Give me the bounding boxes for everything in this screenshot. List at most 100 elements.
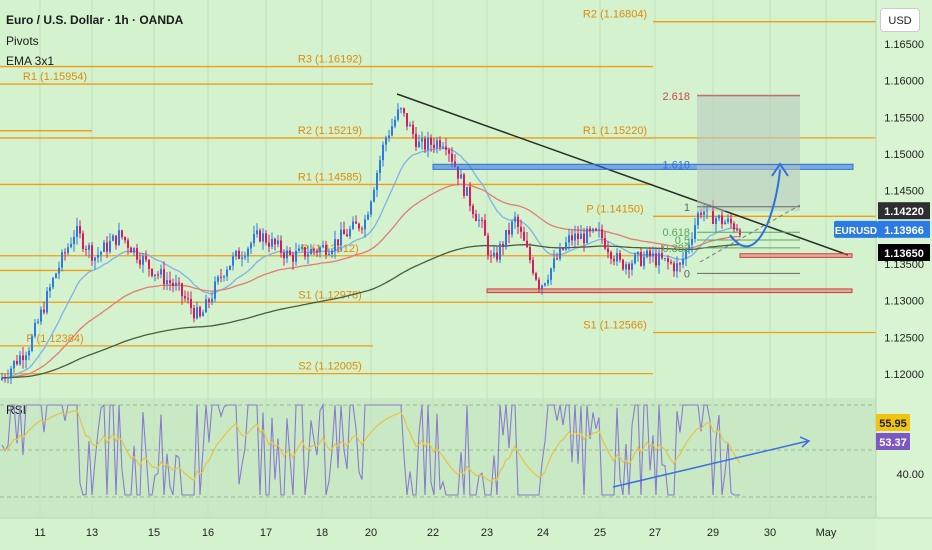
candle-body (184, 296, 186, 299)
candle-body (202, 312, 204, 317)
candle-body (712, 206, 714, 224)
candle-body (595, 228, 597, 231)
rsi-line (1, 402, 740, 496)
time-tick-6: 20 (365, 527, 377, 539)
fib-label-6: 0 (684, 268, 690, 280)
candle-body (121, 230, 123, 237)
candle-body (187, 298, 189, 300)
axis-bg (876, 0, 932, 550)
candle-body (112, 235, 114, 241)
candle-body (667, 258, 669, 262)
indicator-ema-label[interactable]: EMA 3x1 (6, 54, 55, 68)
candle-body (457, 166, 459, 179)
indicator-pivots-label[interactable]: Pivots (6, 34, 39, 48)
candle-body (118, 230, 120, 245)
candle-body (163, 269, 165, 285)
candle-body (289, 250, 291, 255)
fib-label-1: 1.618 (662, 160, 690, 172)
candle-body (616, 253, 618, 262)
candle-body (373, 189, 375, 202)
candle-body (448, 149, 450, 154)
candle-body (196, 307, 198, 319)
candle-body (475, 214, 477, 221)
candle-body (463, 174, 465, 196)
time-tick-13: 30 (764, 527, 776, 539)
candle-body (682, 258, 684, 265)
candle-body (334, 239, 336, 251)
candle-body (364, 219, 366, 230)
candle-body (13, 360, 15, 369)
candle-body (124, 236, 126, 241)
candle-body (613, 258, 615, 262)
ema-slow-line (2, 243, 741, 379)
candle-body (583, 233, 585, 244)
time-tick-3: 16 (202, 527, 214, 539)
candle-body (58, 267, 60, 274)
rsi-value-tag-bg-1 (876, 433, 910, 450)
candle-body (568, 235, 570, 243)
candle-body (532, 260, 534, 274)
candle-body (610, 252, 612, 259)
candle-body (166, 280, 168, 285)
support-zone-near (739, 253, 853, 258)
rsi-tick: 40.00 (896, 469, 924, 481)
price-tick-3: 1.15000 (884, 149, 924, 161)
candle-body (160, 269, 162, 275)
pivot-label-left-7: S2 (1.12005) (298, 361, 362, 373)
candle-body (406, 113, 408, 127)
candle-body (736, 229, 738, 231)
rsi-pane[interactable]: RSI (0, 402, 876, 498)
candle-body (520, 226, 522, 232)
candle-body (229, 265, 231, 270)
candle-body (412, 124, 414, 134)
candles[interactable] (1, 103, 741, 385)
price-tag-bg-0 (878, 202, 930, 220)
candle-body (640, 251, 642, 266)
candle-body (598, 229, 600, 231)
fib-label-4: 0.5 (675, 235, 690, 247)
candle-body (643, 256, 645, 266)
candle-body (304, 247, 306, 257)
price-axis[interactable]: 1.165001.160001.155001.150001.145001.140… (875, 0, 924, 518)
price-tick-9: 1.12000 (884, 369, 924, 381)
candle-body (31, 336, 33, 351)
price-tag-bg-1 (878, 220, 930, 238)
candle-body (679, 263, 681, 265)
candle-body (97, 254, 99, 258)
time-tick-5: 18 (316, 527, 328, 539)
candle-body (232, 256, 234, 266)
fib-label-5: 0.382 (662, 243, 690, 255)
candle-body (325, 244, 327, 255)
candle-body (523, 231, 525, 241)
price-tick-8: 1.12500 (884, 332, 924, 344)
candle-body (217, 276, 219, 282)
pivot-label-right-1: R1 (1.15220) (583, 125, 647, 137)
candle-body (499, 243, 501, 260)
candle-body (205, 299, 207, 313)
candle-body (352, 221, 354, 229)
candle-body (340, 229, 342, 246)
rsi-trendline (612, 440, 809, 488)
candle-body (730, 218, 732, 224)
candle-body (556, 258, 558, 260)
candle-body (574, 233, 576, 241)
time-tick-9: 24 (537, 527, 549, 539)
candle-body (601, 229, 603, 239)
candle-body (271, 238, 273, 247)
candle-body (565, 242, 567, 250)
candle-body (25, 355, 27, 361)
candle-body (487, 235, 489, 256)
candle-body (307, 254, 309, 257)
candle-body (661, 253, 663, 259)
rsi-label: RSI (6, 403, 26, 417)
currency-button[interactable]: USD (880, 8, 920, 32)
candle-body (544, 283, 546, 286)
candle-body (439, 140, 441, 148)
candle-body (208, 299, 210, 303)
price-tick-2: 1.15500 (884, 112, 924, 124)
candle-body (19, 355, 21, 365)
time-axis[interactable]: 11 13 15 16 17 18 20 22 23 24 25 27 29 30 May (0, 517, 932, 539)
rsi-trend-arrowhead (799, 436, 811, 448)
